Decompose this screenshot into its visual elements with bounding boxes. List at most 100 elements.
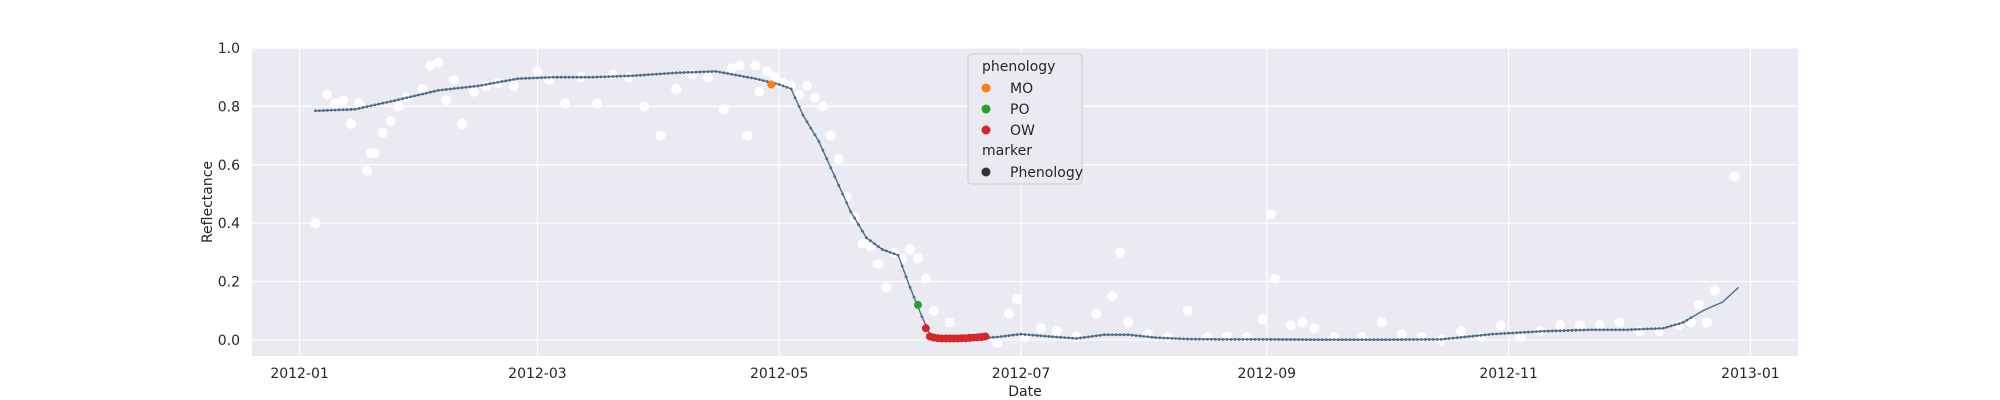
smoothed-marker	[563, 75, 567, 79]
smoothed-marker	[829, 166, 833, 170]
smoothed-marker	[543, 76, 547, 79]
smoothed-marker	[662, 72, 666, 76]
raw-observation-point	[1285, 320, 1296, 331]
smoothed-marker	[1075, 337, 1078, 340]
smoothed-marker	[1083, 335, 1086, 339]
smoothed-marker	[1174, 337, 1178, 340]
smoothed-marker	[1661, 326, 1665, 330]
smoothed-marker	[579, 75, 583, 79]
smoothed-marker	[912, 295, 916, 299]
raw-observation-point	[639, 101, 650, 112]
smoothed-marker	[1392, 338, 1396, 342]
raw-observation-point	[1634, 326, 1645, 337]
smoothed-marker	[730, 72, 734, 76]
smoothed-marker	[599, 75, 603, 79]
smoothed-marker	[908, 285, 912, 289]
smoothed-marker	[1427, 338, 1431, 341]
raw-observation-point	[1107, 291, 1118, 302]
raw-observation-point	[1701, 317, 1712, 328]
smoothed-marker	[1146, 335, 1150, 339]
smoothed-marker	[1634, 328, 1637, 331]
smoothed-marker	[726, 72, 730, 75]
smoothed-marker	[1071, 336, 1074, 340]
smoothed-marker	[1558, 329, 1562, 333]
smoothed-marker	[488, 82, 492, 86]
smoothed-marker	[1229, 337, 1233, 341]
smoothed-marker	[876, 245, 880, 248]
smoothed-marker	[528, 76, 531, 80]
raw-observation-point	[322, 89, 333, 100]
raw-observation-point	[1182, 305, 1193, 316]
raw-observation-point	[1051, 326, 1062, 337]
raw-observation-point	[770, 72, 781, 83]
smoothed-marker	[888, 250, 892, 254]
smoothed-marker	[615, 74, 619, 78]
legend: phenology MO PO OW marker Phenology	[967, 53, 1083, 185]
smoothed-marker	[1562, 329, 1566, 332]
smoothed-marker	[428, 90, 432, 94]
smoothed-marker	[551, 75, 555, 79]
smoothed-marker	[1336, 338, 1340, 342]
smoothed-marker	[337, 108, 341, 112]
raw-observation-point	[734, 60, 745, 71]
smoothed-marker	[1610, 328, 1614, 332]
smoothed-marker	[1312, 338, 1316, 342]
smoothed-marker	[1523, 330, 1526, 334]
smoothed-marker	[1570, 328, 1574, 332]
raw-observation-point	[881, 282, 892, 293]
smoothed-marker	[1166, 336, 1170, 340]
smoothed-marker	[440, 88, 444, 92]
raw-observation-point	[560, 98, 571, 109]
smoothed-marker	[1237, 337, 1241, 341]
smoothed-marker	[575, 75, 579, 79]
legend-hue-items: MO PO OW	[981, 81, 1035, 139]
raw-observation-point	[1123, 317, 1134, 328]
smoothed-marker	[1233, 337, 1237, 341]
x-axis-label: Date	[1008, 384, 1041, 400]
smoothed-marker	[314, 109, 317, 113]
smoothed-marker	[857, 223, 860, 227]
raw-observation-point	[671, 83, 682, 94]
smoothed-marker	[853, 216, 856, 220]
smoothed-marker	[1451, 336, 1455, 340]
smoothed-marker	[492, 81, 496, 85]
smoothed-marker	[1479, 333, 1483, 337]
smoothed-marker	[995, 335, 999, 339]
smoothed-marker	[1130, 333, 1134, 337]
raw-observation-point	[1515, 332, 1526, 343]
smoothed-marker	[1043, 334, 1047, 338]
smoothed-marker	[623, 74, 627, 78]
smoothed-marker	[825, 157, 829, 161]
raw-observation-point	[905, 244, 916, 255]
smoothed-marker	[1638, 327, 1641, 331]
smoothed-marker	[1396, 338, 1400, 341]
smoothed-marker	[1626, 328, 1629, 332]
smoothed-marker	[1645, 327, 1649, 331]
smoothed-marker	[1090, 334, 1094, 338]
smoothed-marker	[754, 77, 757, 81]
smoothed-marker	[1305, 338, 1308, 341]
smoothed-marker	[1340, 338, 1344, 342]
smoothed-marker	[524, 76, 527, 80]
smoothed-marker	[1027, 333, 1031, 337]
smoothed-marker	[607, 75, 611, 79]
raw-observation-point	[754, 86, 765, 97]
smoothed-marker	[1182, 337, 1185, 341]
smoothed-marker	[432, 89, 436, 93]
raw-observation-point	[1309, 323, 1320, 334]
smoothed-marker	[587, 75, 591, 79]
smoothed-marker	[559, 75, 563, 79]
y-tick-label: 0.8	[218, 99, 240, 115]
raw-observation-point	[1729, 171, 1740, 182]
smoothed-marker	[1665, 325, 1669, 329]
smoothed-marker	[793, 96, 797, 100]
smoothed-marker	[999, 335, 1003, 338]
raw-observation-point	[718, 104, 729, 115]
raw-observation-point	[433, 57, 444, 68]
smoothed-marker	[1257, 337, 1261, 341]
smoothed-marker	[694, 70, 698, 74]
smoothed-marker	[1055, 335, 1059, 339]
smoothed-marker	[1039, 334, 1043, 338]
raw-observation-point	[330, 98, 341, 109]
legend-label-phenology: Phenology	[1010, 165, 1083, 181]
